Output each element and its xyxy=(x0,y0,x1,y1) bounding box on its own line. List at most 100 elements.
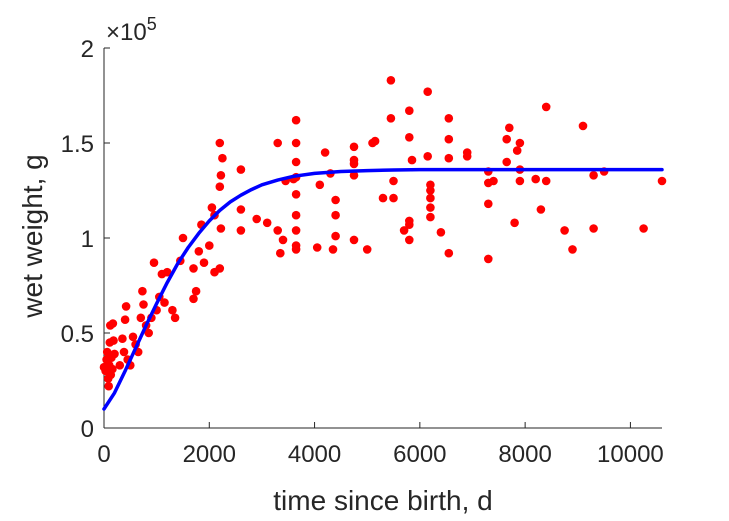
data-point xyxy=(109,336,118,345)
data-point xyxy=(331,210,340,220)
data-point xyxy=(505,123,514,133)
data-point xyxy=(291,157,301,167)
data-point xyxy=(236,205,246,214)
data-point xyxy=(215,138,225,148)
x-tick-label: 2000 xyxy=(183,441,236,468)
data-point xyxy=(104,381,113,391)
data-point xyxy=(312,243,322,252)
data-point xyxy=(168,305,177,315)
data-point xyxy=(291,190,301,199)
data-point xyxy=(276,248,285,258)
data-point xyxy=(189,294,198,304)
data-point xyxy=(216,171,226,180)
data-point xyxy=(426,212,435,222)
y-axis-exponent-prefix: ×10 xyxy=(106,19,147,46)
data-point xyxy=(657,176,667,186)
data-point xyxy=(386,114,396,123)
data-point xyxy=(484,254,493,264)
data-point xyxy=(444,248,454,258)
data-point xyxy=(138,286,147,296)
data-point xyxy=(207,203,217,212)
data-point xyxy=(370,136,380,146)
y-tick-label: 0.5 xyxy=(61,321,94,348)
data-point xyxy=(120,315,130,325)
data-point xyxy=(423,87,433,96)
data-point xyxy=(444,114,454,123)
data-point xyxy=(136,313,146,323)
data-point xyxy=(162,267,172,277)
data-point xyxy=(349,235,359,245)
data-point xyxy=(315,180,325,190)
data-point xyxy=(578,121,588,131)
data-point xyxy=(541,102,551,112)
data-point xyxy=(170,313,180,323)
data-point xyxy=(194,247,204,256)
x-tick-label: 0 xyxy=(97,441,110,468)
data-point xyxy=(512,146,522,155)
data-point xyxy=(444,153,454,163)
data-point xyxy=(531,174,540,184)
data-point xyxy=(484,199,493,209)
y-axis-exponent: ×105 xyxy=(106,14,157,46)
data-point xyxy=(118,334,127,344)
data-point xyxy=(139,300,148,309)
data-point xyxy=(444,134,454,144)
data-point xyxy=(252,214,261,224)
data-point xyxy=(236,226,246,235)
data-point xyxy=(426,186,435,195)
data-point xyxy=(291,245,301,254)
data-point xyxy=(362,245,372,254)
data-point xyxy=(378,193,388,203)
data-point xyxy=(426,193,435,203)
data-point xyxy=(423,152,433,161)
data-point xyxy=(160,298,169,307)
data-point xyxy=(426,203,435,212)
data-point xyxy=(386,76,396,85)
x-tick-label: 4000 xyxy=(288,441,341,468)
x-tick-label: 6000 xyxy=(393,441,446,468)
y-tick-label: 1 xyxy=(81,226,94,253)
data-point xyxy=(536,205,546,214)
data-point xyxy=(515,138,525,148)
data-point xyxy=(115,361,125,370)
fit-curve xyxy=(102,167,664,411)
data-point xyxy=(108,319,118,328)
data-point xyxy=(399,226,409,235)
data-point xyxy=(236,165,246,174)
data-point xyxy=(407,155,417,165)
data-point xyxy=(291,210,301,220)
data-point xyxy=(189,264,198,273)
data-point xyxy=(436,228,446,237)
data-point xyxy=(215,264,225,273)
data-point xyxy=(328,245,338,254)
data-point xyxy=(405,235,414,245)
data-point xyxy=(110,349,119,359)
data-point xyxy=(515,176,525,186)
fit-line xyxy=(102,167,664,411)
data-point xyxy=(262,218,272,228)
data-point xyxy=(568,245,577,254)
data-point xyxy=(291,226,301,235)
data-point xyxy=(121,302,131,311)
data-point xyxy=(639,224,648,233)
data-point xyxy=(589,171,598,180)
axes: 0 2000 4000 6000 8000 10000 0 0.5 1 1.5 2 xyxy=(61,36,664,468)
data-point xyxy=(405,220,414,229)
data-point xyxy=(273,138,283,148)
data-point xyxy=(149,258,159,268)
x-tick-label: 10000 xyxy=(597,441,664,468)
data-point xyxy=(349,171,359,180)
data-point xyxy=(389,176,398,186)
data-point xyxy=(349,142,359,152)
data-point xyxy=(278,235,288,245)
data-point xyxy=(405,106,414,115)
data-point xyxy=(462,152,472,161)
data-point xyxy=(215,182,225,191)
data-point xyxy=(349,159,359,169)
data-point xyxy=(502,157,512,167)
data-point xyxy=(489,176,498,186)
data-point xyxy=(510,218,519,228)
x-axis-label: time since birth, d xyxy=(273,485,492,516)
